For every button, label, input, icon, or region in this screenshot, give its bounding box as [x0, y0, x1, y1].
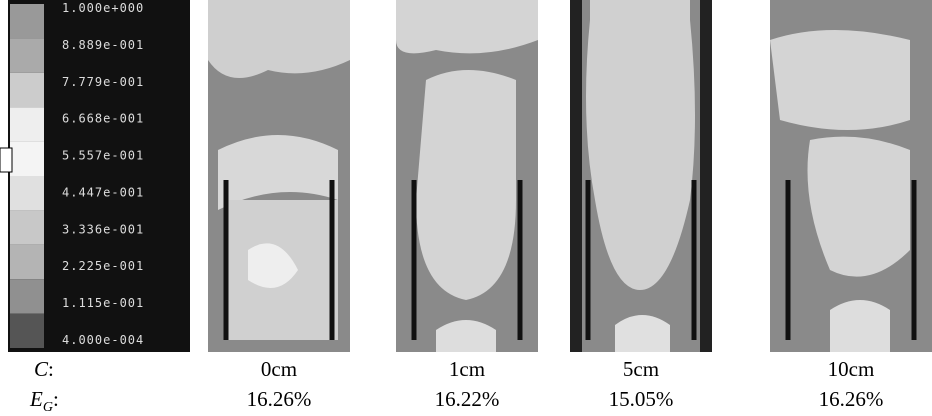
colorbar-label: 4.000e-004 [62, 333, 144, 347]
row-label-c: C: [34, 357, 54, 381]
panel-efficiency: 16.22% [435, 387, 500, 411]
colorbar-label: 5.557e-001 [62, 149, 144, 163]
colorbar-band [10, 176, 44, 210]
colorbar-band [10, 107, 44, 141]
figure: 1.000e+000 8.889e-001 7.779e-001 6.668e-001… [0, 0, 932, 416]
contour-region [770, 30, 910, 130]
colorbar: 1.000e+000 8.889e-001 7.779e-001 6.668e-001… [0, 0, 190, 352]
contour-region [416, 70, 516, 300]
colorbar-band [10, 38, 44, 72]
panel-efficiency: 16.26% [247, 387, 312, 411]
contour-region [830, 300, 890, 352]
panel-efficiency: 15.05% [609, 387, 674, 411]
panel-label: 0cm [261, 357, 297, 381]
colorbar-band [10, 279, 44, 313]
colorbar-label: 3.336e-001 [62, 222, 144, 236]
contour-panel [208, 0, 350, 352]
contour-panel [396, 0, 538, 352]
colorbar-label: 4.447e-001 [62, 185, 144, 199]
row-label-eg: EG: [29, 387, 59, 415]
panel-efficiency: 16.26% [819, 387, 884, 411]
colorbar-band [10, 4, 44, 38]
colorbar-label: 2.225e-001 [62, 259, 144, 273]
contour-panel [570, 0, 712, 352]
colorbar-label: 1.000e+000 [62, 1, 144, 15]
colorbar-band [10, 210, 44, 244]
colorbar-band [10, 314, 44, 348]
panels [208, 0, 932, 352]
colorbar-band [10, 142, 44, 176]
panel-label: 5cm [623, 357, 659, 381]
contour-region [208, 0, 350, 78]
contour-region [396, 0, 538, 53]
colorbar-band [10, 245, 44, 279]
contour-region [615, 315, 670, 352]
panel-label: 10cm [828, 357, 875, 381]
colorbar-marker [0, 148, 12, 172]
colorbar-label: 1.115e-001 [62, 296, 144, 310]
colorbar-band [10, 73, 44, 107]
colorbar-label: 6.668e-001 [62, 112, 144, 126]
panel-label: 1cm [449, 357, 485, 381]
contour-panel [770, 0, 932, 352]
colorbar-label: 8.889e-001 [62, 38, 144, 52]
colorbar-label: 7.779e-001 [62, 75, 144, 89]
